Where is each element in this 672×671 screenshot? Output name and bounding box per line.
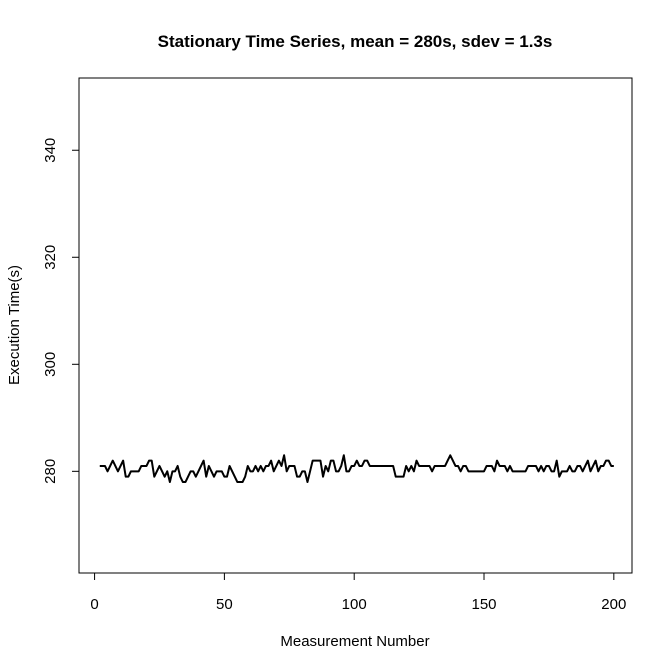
- x-tick-label: 0: [90, 596, 98, 613]
- y-axis-label: Execution Time(s): [6, 265, 23, 385]
- x-tick-label: 200: [601, 596, 626, 613]
- x-tick-label: 150: [471, 596, 496, 613]
- y-tick-label: 340: [42, 138, 59, 163]
- chart-title: Stationary Time Series, mean = 280s, sde…: [158, 32, 553, 51]
- y-tick-label: 320: [42, 245, 59, 270]
- y-tick-label: 280: [42, 459, 59, 484]
- x-tick-label: 100: [342, 596, 367, 613]
- x-axis: 0 50 100 150 200: [90, 572, 626, 613]
- series-line: [99, 454, 614, 484]
- x-axis-label: Measurement Number: [280, 633, 429, 650]
- y-tick-label: 300: [42, 352, 59, 377]
- y-axis: 280 300 320 340: [42, 138, 80, 484]
- plot-frame: [78, 77, 633, 574]
- x-tick-label: 50: [216, 596, 233, 613]
